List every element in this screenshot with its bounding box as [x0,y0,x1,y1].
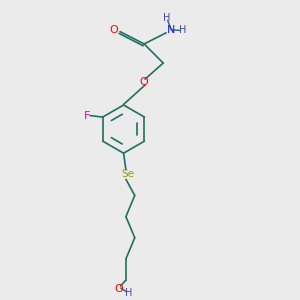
Text: O: O [109,25,118,35]
Text: Se: Se [121,169,134,179]
Text: H: H [124,288,132,298]
Text: N: N [167,25,176,35]
Text: O: O [139,77,148,87]
Text: F: F [83,111,90,121]
Text: O: O [114,284,123,294]
Text: H: H [179,26,187,35]
Text: H: H [163,13,170,22]
